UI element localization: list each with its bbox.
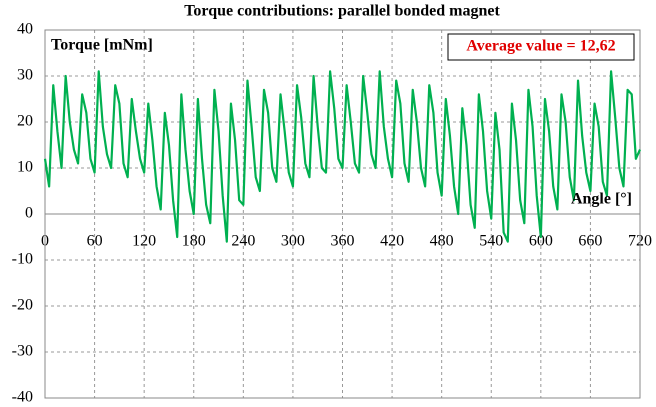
y-tick-label: 30 (17, 67, 33, 84)
y-tick-label: 10 (17, 159, 33, 176)
y-tick-label: 0 (25, 205, 33, 222)
annotation: Average value = 12,62 (466, 38, 615, 55)
y-tick-label: -40 (12, 389, 33, 406)
annotation-box (447, 33, 635, 61)
x-tick-label: 240 (231, 233, 255, 250)
x-tick-label: 120 (132, 233, 156, 250)
y-axis-label: Torque [mNm] (51, 37, 153, 54)
y-tick-label: -20 (12, 297, 33, 314)
x-tick-label: 360 (331, 233, 355, 250)
x-tick-label: 420 (380, 233, 404, 250)
x-tick-label: 480 (430, 233, 454, 250)
line-series (43, 70, 642, 243)
x-tick-label: 300 (281, 233, 305, 250)
y-tick-label: 20 (17, 113, 33, 130)
x-tick-label: 60 (87, 233, 103, 250)
y-tick-label: 40 (17, 21, 33, 38)
x-tick-label: 600 (529, 233, 553, 250)
x-tick-label: 540 (479, 233, 503, 250)
x-tick-label: 660 (578, 233, 602, 250)
chart-title: Torque contributions: parallel bonded ma… (184, 3, 500, 20)
x-tick-label: 180 (182, 233, 206, 250)
y-tick-label: -30 (12, 343, 33, 360)
x-axis-label: Angle [°] (571, 191, 632, 208)
y-tick-label: -10 (12, 251, 33, 268)
